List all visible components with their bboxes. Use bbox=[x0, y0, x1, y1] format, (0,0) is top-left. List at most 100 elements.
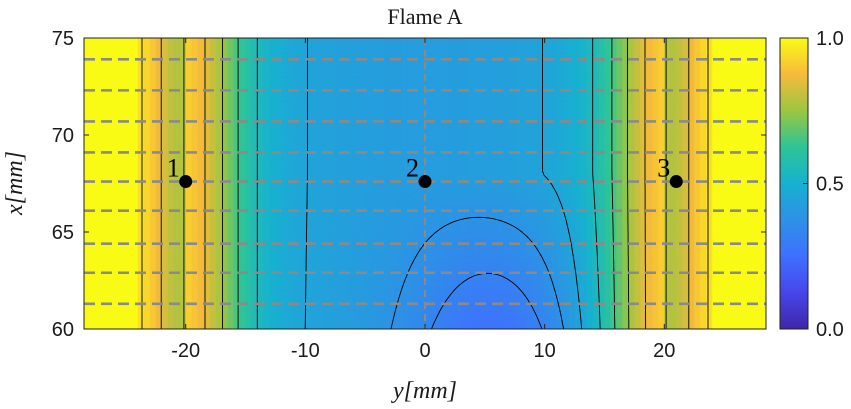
heatmap-cell bbox=[664, 222, 671, 228]
heatmap-cell bbox=[323, 251, 330, 257]
heatmap-cell bbox=[263, 246, 271, 252]
heatmap-cell bbox=[287, 115, 294, 122]
heatmap-cell bbox=[89, 202, 97, 209]
heatmap-cell bbox=[712, 251, 719, 257]
heatmap-cell bbox=[730, 202, 737, 209]
heatmap-cell bbox=[640, 324, 647, 329]
heatmap-cell bbox=[173, 304, 181, 311]
heatmap-cell bbox=[532, 246, 540, 252]
heatmap-cell bbox=[442, 168, 450, 175]
heatmap-cell bbox=[359, 304, 366, 311]
heatmap-cell bbox=[646, 168, 653, 175]
heatmap-cell bbox=[448, 295, 456, 301]
heatmap-cell bbox=[185, 324, 193, 329]
heatmap-cell bbox=[652, 261, 659, 267]
heatmap-cell bbox=[550, 173, 558, 180]
heatmap-cell bbox=[227, 314, 235, 320]
heatmap-cell bbox=[383, 261, 390, 267]
heatmap-cell bbox=[143, 270, 151, 277]
heatmap-cell bbox=[652, 275, 659, 282]
heatmap-cell bbox=[311, 115, 318, 122]
heatmap-cell bbox=[454, 139, 462, 146]
heatmap-cell bbox=[281, 261, 288, 267]
heatmap-cell bbox=[640, 299, 647, 306]
heatmap-cell bbox=[215, 290, 223, 296]
heatmap-cell bbox=[221, 164, 229, 170]
heatmap-cell bbox=[221, 319, 229, 325]
heatmap-cell bbox=[323, 290, 330, 296]
heatmap-cell bbox=[670, 232, 677, 238]
heatmap-cell bbox=[401, 198, 408, 204]
heatmap-cell bbox=[119, 188, 127, 194]
heatmap-cell bbox=[365, 261, 372, 267]
heatmap-cell bbox=[263, 164, 271, 170]
heatmap-cell bbox=[526, 173, 534, 180]
heatmap-cell bbox=[299, 198, 306, 204]
heatmap-cell bbox=[407, 188, 414, 194]
heatmap-cell bbox=[736, 275, 743, 282]
heatmap-cell bbox=[203, 227, 211, 233]
heatmap-cell bbox=[658, 207, 665, 214]
heatmap-cell bbox=[580, 232, 588, 238]
heatmap-cell bbox=[143, 280, 151, 286]
heatmap-cell bbox=[245, 115, 253, 122]
heatmap-cell bbox=[724, 217, 731, 223]
heatmap-cell bbox=[706, 202, 713, 209]
heatmap-cell bbox=[760, 270, 766, 277]
heatmap-cell bbox=[101, 202, 109, 209]
heatmap-cell bbox=[490, 280, 498, 286]
heatmap-cell bbox=[359, 295, 366, 301]
heatmap-cell bbox=[347, 236, 354, 243]
heatmap-cell bbox=[478, 290, 486, 296]
heatmap-cell bbox=[466, 309, 474, 316]
heatmap-cell bbox=[652, 295, 659, 301]
heatmap-cell bbox=[556, 232, 564, 238]
heatmap-cell bbox=[502, 299, 510, 306]
heatmap-cell bbox=[688, 173, 695, 180]
heatmap-cell bbox=[299, 280, 306, 286]
heatmap-cell bbox=[742, 164, 749, 170]
heatmap-cell bbox=[496, 159, 504, 165]
heatmap-cell bbox=[442, 135, 450, 141]
heatmap-cell bbox=[670, 285, 677, 291]
heatmap-cell bbox=[245, 130, 253, 136]
heatmap-cell bbox=[490, 314, 498, 320]
heatmap-cell bbox=[131, 198, 139, 204]
heatmap-cell bbox=[568, 275, 576, 282]
heatmap-cell bbox=[706, 130, 713, 136]
heatmap-cell bbox=[365, 295, 372, 301]
heatmap-cell bbox=[281, 222, 288, 228]
heatmap-cell bbox=[502, 202, 510, 209]
heatmap-cell bbox=[257, 227, 265, 233]
heatmap-cell bbox=[257, 324, 265, 329]
heatmap-cell bbox=[670, 275, 677, 282]
heatmap-cell bbox=[383, 120, 390, 126]
heatmap-cell bbox=[407, 159, 414, 165]
heatmap-cell bbox=[700, 125, 707, 131]
heatmap-cell bbox=[664, 309, 671, 316]
heatmap-cell bbox=[365, 193, 372, 199]
heatmap-cell bbox=[652, 222, 659, 228]
heatmap-cell bbox=[323, 217, 330, 223]
heatmap-cell bbox=[712, 212, 719, 219]
heatmap-cell bbox=[389, 314, 396, 320]
heatmap-cell bbox=[239, 290, 247, 296]
heatmap-cell bbox=[628, 135, 635, 141]
heatmap-cell bbox=[89, 232, 97, 238]
heatmap-cell bbox=[730, 144, 737, 151]
heatmap-cell bbox=[353, 212, 360, 219]
heatmap-cell bbox=[748, 154, 755, 160]
heatmap-cell bbox=[652, 265, 659, 272]
heatmap-cell bbox=[574, 324, 582, 329]
heatmap-cell bbox=[113, 270, 121, 277]
heatmap-cell bbox=[191, 173, 199, 180]
heatmap-cell bbox=[748, 222, 755, 228]
heatmap-cell bbox=[119, 164, 127, 170]
heatmap-cell bbox=[664, 183, 671, 189]
heatmap-cell bbox=[514, 212, 522, 219]
heatmap-cell bbox=[179, 246, 187, 252]
heatmap-cell bbox=[688, 178, 695, 185]
heatmap-cell bbox=[520, 217, 528, 223]
heatmap-cell bbox=[430, 130, 438, 136]
heatmap-cell bbox=[161, 154, 169, 160]
